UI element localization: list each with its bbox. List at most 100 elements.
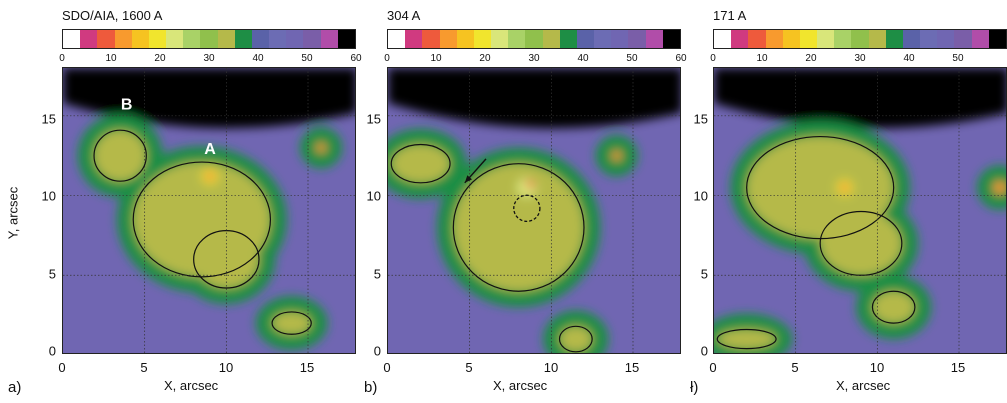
annotation-label: A (204, 141, 216, 158)
colorbar-swatch (954, 30, 972, 48)
colorbar-swatch (885, 30, 903, 48)
heatmap-cell (193, 230, 259, 289)
colorbar-swatch (388, 30, 406, 48)
panel-b: 304 A 0 10 20 30 40 50 60 0 5 10 15 0 5 … (340, 0, 687, 403)
colorbar-swatch (868, 30, 886, 48)
colorbar-swatch (148, 30, 167, 48)
colorbar-tick: 30 (854, 53, 866, 64)
colorbar-tick: 20 (805, 53, 817, 64)
colorbar-swatch (542, 30, 560, 48)
contour-line (716, 328, 777, 350)
contour-line (390, 143, 451, 184)
heatmap-cell (517, 178, 537, 198)
colorbar-swatch (491, 30, 509, 48)
heatmap-field (714, 68, 1006, 353)
colorbar-swatch (714, 30, 732, 48)
y-tick-label: 10 (41, 188, 56, 204)
colorbar-swatch (988, 30, 1006, 48)
colorbar-tick: 10 (430, 53, 442, 64)
colorbar-swatch (902, 30, 921, 48)
x-tick-label: 15 (950, 360, 966, 375)
colorbar-swatch (183, 30, 201, 48)
heatmap-upper-region (63, 68, 355, 129)
x-tick-label: 15 (624, 360, 640, 375)
y-tick-label: 15 (366, 111, 381, 127)
colorbar-swatch (576, 30, 595, 48)
x-tick-label: 10 (869, 360, 885, 375)
colorbar-tick: 40 (252, 53, 264, 64)
colorbar-swatch (217, 30, 235, 48)
colorbar-swatch (508, 30, 526, 48)
marker-circle (513, 194, 541, 223)
colorbar-swatch (817, 30, 835, 48)
annotation-label: B (121, 96, 133, 113)
colorbar-ticks: 0 10 20 30 40 50 60 (59, 53, 361, 67)
panel-label: a) (8, 379, 22, 396)
contour-line (132, 161, 272, 278)
colorbar-swatch (765, 30, 783, 48)
colorbar-swatch (662, 30, 680, 48)
x-axis-label: X, arcsec (493, 378, 548, 393)
x-axis-label: X, arcsec (836, 378, 891, 393)
y-tick-label: 5 (373, 266, 381, 282)
colorbar-swatch (131, 30, 149, 48)
x-tick-label: 5 (791, 360, 799, 375)
heatmap-cell (872, 291, 915, 324)
x-tick-label: 0 (709, 360, 717, 375)
colorbar-tick: 20 (479, 53, 491, 64)
colorbar-ticks: 0 10 20 30 40 50 (710, 53, 1007, 67)
panel-label: b) (364, 379, 378, 396)
panel-label: ł) (690, 379, 699, 396)
x-tick-label: 5 (465, 360, 473, 375)
colorbar-swatch (439, 30, 457, 48)
x-tick-label: 5 (140, 360, 148, 375)
y-tick-label: 0 (373, 343, 381, 359)
colorbar-swatch (422, 30, 440, 48)
colorbar-tick: 50 (301, 53, 313, 64)
colorbar-swatch (473, 30, 492, 48)
heatmap-plot (713, 67, 1007, 354)
x-tick-label: 0 (383, 360, 391, 375)
colorbar-tick: 40 (577, 53, 589, 64)
y-tick-label: 10 (366, 188, 381, 204)
contour-line (193, 230, 260, 289)
colorbar-swatch (594, 30, 612, 48)
colorbar-swatch (834, 30, 852, 48)
colorbar-swatch (645, 30, 663, 48)
y-tick-label: 15 (41, 111, 56, 127)
colorbar (387, 29, 681, 49)
colorbar-swatch (456, 30, 474, 48)
colorbar-swatch (303, 30, 321, 48)
heatmap-upper-region (388, 68, 680, 129)
colorbar (62, 29, 356, 49)
colorbar-swatch (320, 30, 338, 48)
colorbar-tick: 30 (528, 53, 540, 64)
heatmap-field (63, 68, 355, 351)
colorbar-tick: 60 (675, 53, 687, 64)
colorbar-swatch (937, 30, 955, 48)
heatmap-svg (388, 68, 680, 353)
y-tick-label: 0 (700, 343, 708, 359)
colorbar-tick: 50 (952, 53, 964, 64)
heatmap-cell (559, 326, 593, 352)
colorbar-tick: 0 (384, 53, 390, 64)
y-tick-label: 0 (48, 343, 56, 359)
y-tick-label: 5 (700, 266, 708, 282)
colorbar-swatch (782, 30, 800, 48)
heatmap-plot (387, 67, 681, 354)
y-tick-label: 5 (48, 266, 56, 282)
heatmap-cell (94, 130, 147, 182)
contour-line (93, 129, 147, 182)
x-tick-label: 10 (218, 360, 234, 375)
colorbar-tick: 20 (154, 53, 166, 64)
heatmap-halo (976, 165, 1006, 210)
colorbar-swatch (628, 30, 646, 48)
colorbar-swatch (920, 30, 938, 48)
colorbar-swatch (234, 30, 252, 48)
x-axis-label: X, arcsec (164, 378, 219, 393)
colorbar-tick: 10 (105, 53, 117, 64)
colorbar-tick: 10 (756, 53, 768, 64)
contour-line (271, 311, 312, 335)
x-tick-label: 0 (58, 360, 66, 375)
